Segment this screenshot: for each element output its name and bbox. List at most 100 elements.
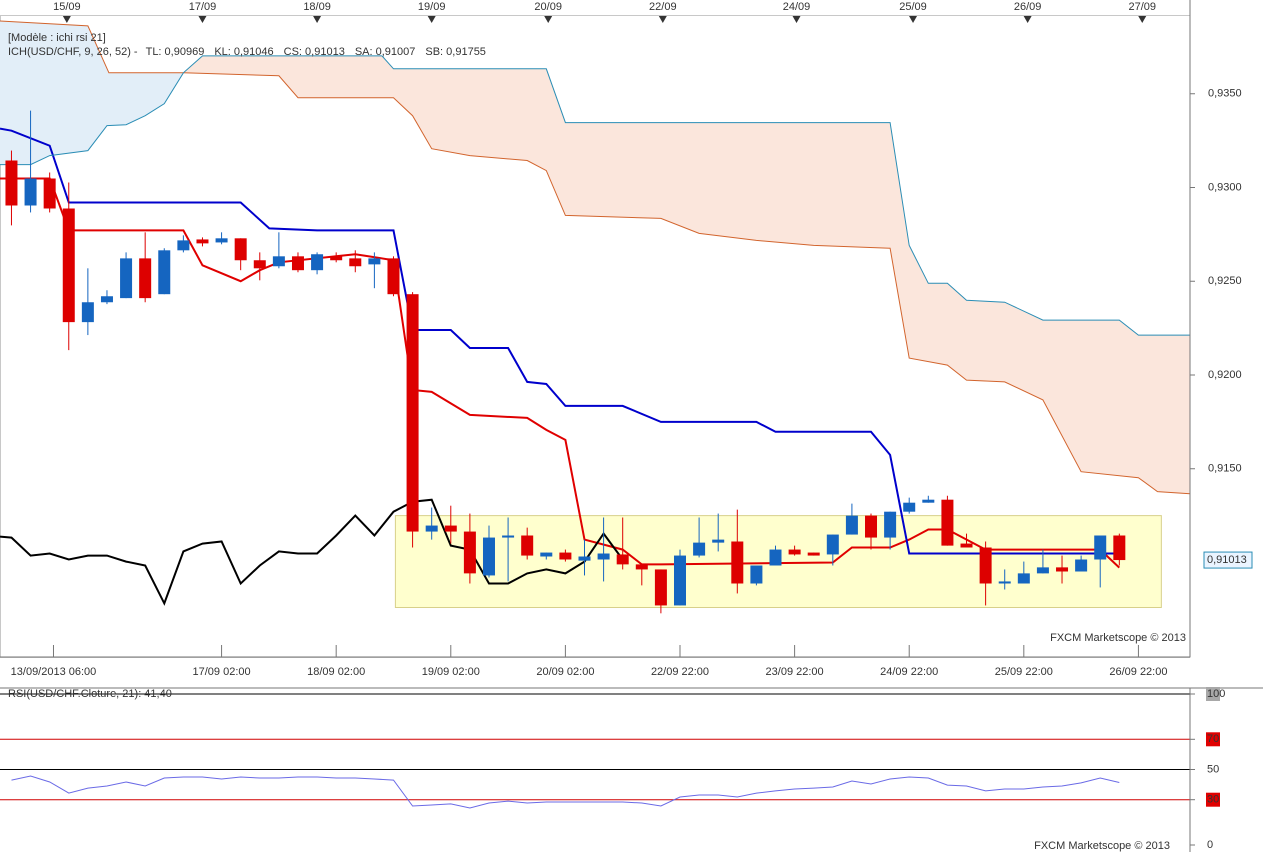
- candle-body: [330, 256, 343, 261]
- candle-body: [1113, 535, 1126, 561]
- candle-body: [674, 555, 686, 606]
- x2-tick: [792, 16, 801, 23]
- candle-body: [196, 239, 209, 244]
- x2-tick: [1023, 16, 1032, 23]
- candle-body: [349, 258, 362, 267]
- indicator-line: [0, 498, 624, 606]
- x2-tick-label: 26/09: [1014, 1, 1042, 13]
- candle-body: [712, 539, 725, 543]
- candle-body: [654, 569, 667, 606]
- x2-tick: [544, 16, 553, 23]
- x2-tick-label: 25/09: [899, 1, 927, 13]
- watermark: FXCM Marketscope © 2013: [1050, 632, 1186, 644]
- y-tick-label: 0,9350: [1208, 88, 1242, 100]
- indicator-line: [0, 20, 1190, 495]
- rsi-plot: [0, 693, 1190, 809]
- y-tick-box: [1206, 792, 1220, 807]
- y-tick-label: 0,9250: [1208, 275, 1242, 287]
- rsi-title: RSI(USD/CHF.Cloture, 21): 41,40: [8, 688, 172, 700]
- candle-body: [463, 531, 476, 574]
- main-plot: [0, 20, 1190, 614]
- y-tick-label: 0: [1207, 839, 1213, 851]
- candle-body: [559, 552, 572, 560]
- cloud-fill: [184, 55, 1190, 494]
- candle-body: [903, 502, 916, 512]
- indicator-label: ICH(USD/CHF, 9, 26, 52) -: [8, 46, 138, 58]
- x2-tick: [313, 16, 322, 23]
- candle-body: [62, 208, 75, 323]
- x2-tick: [909, 16, 918, 23]
- candle-body: [234, 238, 247, 261]
- legend-entry: CS: 0,91013: [284, 46, 345, 58]
- candle-body: [845, 515, 858, 535]
- y-tick-label: 50: [1207, 763, 1219, 775]
- x-tick-label: 23/09 22:00: [766, 666, 824, 678]
- y-tick-label: 70: [1207, 733, 1219, 745]
- watermark: FXCM Marketscope © 2013: [1034, 840, 1170, 852]
- y-tick-label: 30: [1207, 794, 1219, 806]
- candle-body: [24, 178, 37, 206]
- candle-body: [1094, 535, 1107, 560]
- x-tick-label: 13/09/2013 06:00: [11, 666, 97, 678]
- candle-body: [731, 541, 744, 584]
- indicator-line: [0, 127, 1120, 555]
- candle-body: [750, 565, 763, 584]
- candle-body: [158, 250, 171, 295]
- x-tick-label: 25/09 22:00: [995, 666, 1053, 678]
- cloud-fill: [0, 21, 185, 165]
- rsi-line: [11, 775, 1120, 809]
- candle-body: [406, 294, 419, 532]
- y-tick-box: [1206, 687, 1220, 701]
- candle-body: [177, 240, 190, 251]
- x2-tick: [62, 16, 71, 23]
- x2-tick-label: 19/09: [418, 1, 446, 13]
- candle-body: [444, 525, 457, 532]
- candle-body: [941, 499, 954, 546]
- x2-tick: [1138, 16, 1147, 23]
- x2-tick: [427, 16, 436, 23]
- candle-body: [272, 256, 285, 267]
- x-tick-label: 20/09 02:00: [536, 666, 594, 678]
- candle-body: [100, 296, 113, 303]
- candle-body: [616, 554, 629, 565]
- last-price-box: [1203, 551, 1253, 569]
- x2-tick-label: 15/09: [53, 1, 81, 13]
- x-tick-label: 24/09 22:00: [880, 666, 938, 678]
- candle-body: [482, 537, 495, 576]
- candle-body: [253, 260, 266, 269]
- legend-entry: SA: 0,91007: [355, 46, 416, 58]
- candle-body: [865, 515, 878, 538]
- candle-body: [578, 556, 591, 561]
- x-tick-label: 22/09 22:00: [651, 666, 709, 678]
- indicator-line: [0, 177, 1120, 569]
- candle-body: [979, 547, 992, 584]
- legend-entry: SB: 0,91755: [425, 46, 486, 58]
- candle-body: [1075, 559, 1088, 572]
- candle-body: [120, 258, 133, 299]
- x2-tick-label: 18/09: [303, 1, 331, 13]
- highlight-zone: [394, 515, 1162, 608]
- candle-body: [311, 254, 324, 271]
- candle-body: [1017, 573, 1030, 584]
- last-price-label: 0,91013: [1207, 554, 1247, 566]
- candle-body: [540, 552, 553, 557]
- x2-tick: [658, 16, 667, 23]
- x2-tick-label: 20/09: [534, 1, 562, 13]
- x2-tick-label: 22/09: [649, 1, 677, 13]
- x2-tick: [198, 16, 207, 23]
- candle-body: [788, 549, 801, 555]
- candle-body: [5, 160, 18, 206]
- x-tick-label: 19/09 02:00: [422, 666, 480, 678]
- y-tick-box: [1206, 732, 1220, 747]
- y-tick-label: 0,9300: [1208, 181, 1242, 193]
- candle-body: [884, 511, 897, 538]
- x-tick-label: 26/09 22:00: [1109, 666, 1167, 678]
- y-tick-label: 0,9150: [1208, 463, 1242, 475]
- legend-entry: KL: 0,91046: [214, 46, 273, 58]
- candle-body: [291, 256, 304, 271]
- candle-body: [425, 525, 438, 532]
- candle-body: [826, 534, 839, 555]
